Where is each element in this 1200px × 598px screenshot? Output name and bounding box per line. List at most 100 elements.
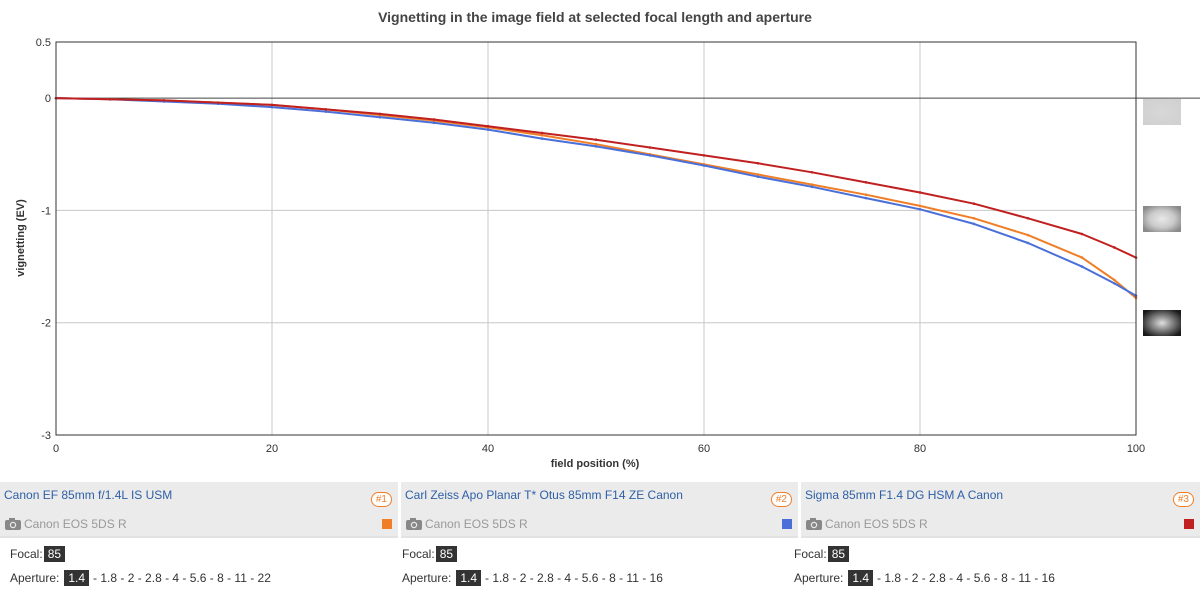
series-2-point <box>1080 265 1084 268</box>
x-tick-label: 0 <box>53 443 59 455</box>
series-2-point <box>378 115 382 119</box>
aperture-options[interactable]: - 1.8 - 2 - 2.8 - 4 - 5.6 - 8 - 11 - 16 <box>485 571 663 585</box>
series-color-swatch <box>782 519 792 529</box>
series-3-point <box>432 118 436 121</box>
focal-setting: Focal: 85 <box>794 546 850 562</box>
series-1-point <box>864 193 868 197</box>
camera-icon <box>806 518 822 530</box>
y-tick-labels: 0.5 0 -1 -2 -3 <box>36 37 51 442</box>
series-2-point <box>648 154 652 157</box>
camera-icon <box>5 518 21 530</box>
series-3-point <box>486 124 490 128</box>
series-3-point <box>1080 232 1084 236</box>
focal-value[interactable]: 85 <box>827 546 850 562</box>
aperture-label: Aperture: <box>402 571 452 585</box>
series-2-point <box>1113 282 1116 285</box>
series-2-point <box>918 208 922 211</box>
series-3-point <box>162 99 166 102</box>
lens-number-badge: #3 <box>1172 492 1194 507</box>
series-3-point <box>216 101 220 104</box>
camera-line: Canon EOS 5DS R <box>805 516 928 532</box>
lens-name-link[interactable]: Sigma 85mm F1.4 DG HSM A Canon <box>805 488 1004 502</box>
lens-name-link[interactable]: Carl Zeiss Apo Planar T* Otus 85mm F14 Z… <box>405 488 683 502</box>
series-1-point <box>1026 233 1030 237</box>
series-line-2 <box>55 97 1137 297</box>
aperture-label: Aperture: <box>794 571 844 585</box>
series-3-point <box>324 108 328 111</box>
strong-vignette-preview-icon <box>1143 310 1181 336</box>
plot-area <box>56 42 1136 435</box>
focal-setting: Focal: 85 <box>10 546 66 562</box>
aperture-selected-value[interactable]: 1.4 <box>64 570 90 586</box>
lens-1-settings: Focal: 85 Aperture: 1.4 - 1.8 - 2 - 2.8 … <box>0 540 390 598</box>
series-2-point <box>270 105 274 109</box>
series-color-swatch <box>1184 519 1194 529</box>
chart-title: Vignetting in the image field at selecte… <box>378 9 812 25</box>
series-2-point <box>594 145 598 148</box>
lens-3-settings: Focal: 85 Aperture: 1.4 - 1.8 - 2 - 2.8 … <box>784 540 1174 598</box>
series-3-point <box>1113 246 1116 249</box>
series-2-point <box>432 121 436 125</box>
series-1-point <box>540 133 544 137</box>
lens-name-link[interactable]: Canon EF 85mm f/1.4L IS USM <box>4 488 173 502</box>
y-axis-label: vignetting (EV) <box>15 199 27 277</box>
series-1-point <box>972 216 976 220</box>
light-vignette-preview-icon <box>1143 99 1181 125</box>
aperture-selected-value[interactable]: 1.4 <box>848 570 874 586</box>
aperture-options[interactable]: - 1.8 - 2 - 2.8 - 4 - 5.6 - 8 - 11 - 16 <box>877 571 1055 585</box>
camera-line: Canon EOS 5DS R <box>4 516 127 532</box>
aperture-setting: Aperture: 1.4 - 1.8 - 2 - 2.8 - 4 - 5.6 … <box>402 570 663 586</box>
series-2-point <box>972 222 976 226</box>
lens-card-1[interactable]: Canon EF 85mm f/1.4L IS USM #1 Canon EOS… <box>0 482 398 538</box>
lens-number-badge: #2 <box>770 492 792 507</box>
x-tick-label: 60 <box>698 443 710 455</box>
aperture-label: Aperture: <box>10 571 60 585</box>
aperture-options[interactable]: - 1.8 - 2 - 2.8 - 4 - 5.6 - 8 - 11 - 22 <box>93 571 271 585</box>
y-tick-label: 0.5 <box>36 37 51 49</box>
series-3-point <box>972 202 976 205</box>
camera-name: Canon EOS 5DS R <box>425 517 528 531</box>
camera-line: Canon EOS 5DS R <box>405 516 528 532</box>
camera-name: Canon EOS 5DS R <box>24 517 127 531</box>
series-3-point <box>702 154 706 157</box>
camera-name: Canon EOS 5DS R <box>825 517 928 531</box>
series-1-point <box>1080 256 1084 259</box>
series-1-point <box>918 204 922 208</box>
focal-value[interactable]: 85 <box>43 546 66 562</box>
series-1-point <box>594 142 598 146</box>
series-3-point <box>756 161 760 165</box>
series-1-point <box>810 183 814 186</box>
series-3-point <box>378 112 382 116</box>
x-axis-label: field position (%) <box>551 458 640 470</box>
series-2-point <box>486 128 490 131</box>
series-1-point <box>756 173 760 176</box>
grid-lines <box>56 42 1136 435</box>
focal-label: Focal: <box>794 547 827 561</box>
series-color-swatch <box>382 519 392 529</box>
series-1-point <box>1113 278 1116 282</box>
focal-label: Focal: <box>402 547 435 561</box>
series-2-point <box>1026 241 1030 245</box>
lens-selection-row: Canon EF 85mm f/1.4L IS USM #1 Canon EOS… <box>0 482 1200 538</box>
x-tick-label: 80 <box>914 443 926 455</box>
series-2-point <box>702 164 706 167</box>
y-tick-label: 0 <box>45 93 51 105</box>
settings-row: Focal: 85 Aperture: 1.4 - 1.8 - 2 - 2.8 … <box>0 540 1200 598</box>
focal-value[interactable]: 85 <box>435 546 458 562</box>
camera-icon <box>406 518 422 530</box>
aperture-selected-value[interactable]: 1.4 <box>456 570 482 586</box>
x-tick-label: 100 <box>1127 443 1145 455</box>
lens-card-3[interactable]: Sigma 85mm F1.4 DG HSM A Canon #3 Canon … <box>801 482 1200 538</box>
series-lines <box>54 96 1138 300</box>
aperture-setting: Aperture: 1.4 - 1.8 - 2 - 2.8 - 4 - 5.6 … <box>10 570 271 586</box>
series-2-point <box>756 175 760 179</box>
series-3-point <box>594 138 598 141</box>
series-3-point <box>648 146 652 149</box>
lens-card-2[interactable]: Carl Zeiss Apo Planar T* Otus 85mm F14 Z… <box>401 482 798 538</box>
lens-number-badge: #1 <box>370 492 392 507</box>
series-2-point <box>324 110 328 113</box>
vignetting-chart: Vignetting in the image field at selecte… <box>15 9 1200 470</box>
series-2-point <box>864 196 868 200</box>
x-tick-label: 40 <box>482 443 494 455</box>
x-tick-label: 20 <box>266 443 278 455</box>
